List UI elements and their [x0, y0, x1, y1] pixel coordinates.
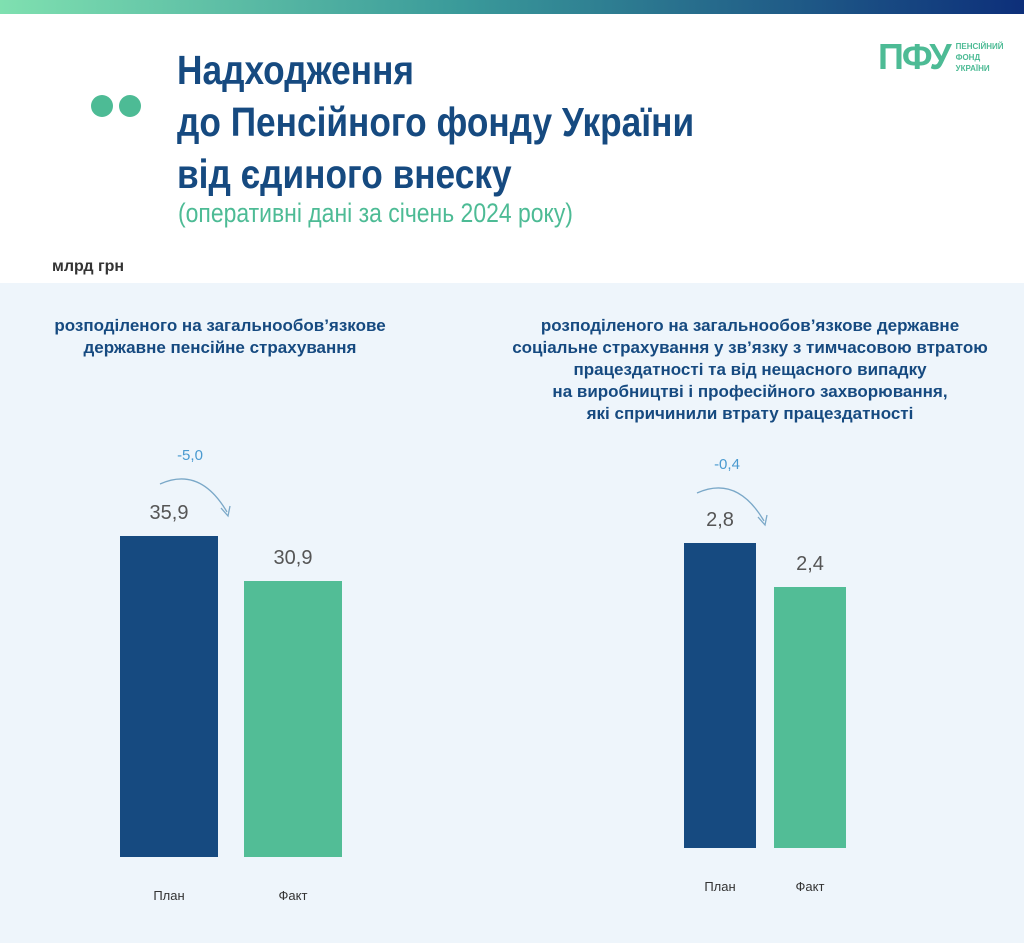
- chart1-bar-fact: [244, 580, 342, 857]
- chart2-value-label: 2,4: [796, 552, 824, 575]
- chart1-category-label: Факт: [278, 888, 308, 903]
- page-title: Надходження до Пенсійного фонду України …: [177, 44, 694, 200]
- chart1-title: розподіленого на загальнообов’язкове дер…: [54, 316, 386, 357]
- decor-dot: [119, 95, 141, 117]
- unit-label: млрд грн: [52, 258, 125, 275]
- logo-text: ПЕНСІЙНИЙ ФОНД УКРАЇНИ: [956, 41, 1004, 74]
- top-gradient-bar: [0, 0, 1024, 14]
- chart2-value-label: 2,8: [706, 509, 734, 531]
- pfu-logo: ПФУ ПЕНСІЙНИЙ ФОНД УКРАЇНИ: [878, 36, 1004, 78]
- decor-dot: [91, 95, 113, 117]
- logo-mark: ПФУ: [878, 36, 952, 77]
- chart2-bar-fact: [774, 586, 846, 848]
- chart1-difference-label: -5,0: [177, 447, 203, 464]
- chart2-difference-label: -0,4: [714, 456, 740, 473]
- chart2-title: розподіленого на загальнообов’язкове дер…: [512, 316, 988, 423]
- chart1-category-label: План: [153, 888, 185, 903]
- subtitle: (оперативні дані за січень 2024 року): [178, 198, 573, 228]
- chart2-bar-plan: [684, 543, 756, 848]
- title-line: до Пенсійного фонду України: [177, 99, 695, 145]
- title-line: Надходження: [177, 47, 414, 93]
- chart1-value-label: 35,9: [149, 502, 189, 524]
- logo-text-line: УКРАЇНИ: [955, 63, 990, 73]
- logo-text-line: ФОНД: [955, 52, 981, 62]
- chart1-bar-plan: [120, 536, 218, 857]
- title-line: від єдиного внеску: [177, 151, 512, 197]
- chart2-arrow-icon: [696, 487, 768, 527]
- logo-text-line: ПЕНСІЙНИЙ: [955, 41, 1004, 51]
- chart2-category-label: План: [704, 879, 736, 894]
- chart2-category-label: Факт: [795, 879, 825, 894]
- chart1-value-label: 30,9: [273, 546, 313, 569]
- chart1-arrow-icon: [159, 478, 231, 518]
